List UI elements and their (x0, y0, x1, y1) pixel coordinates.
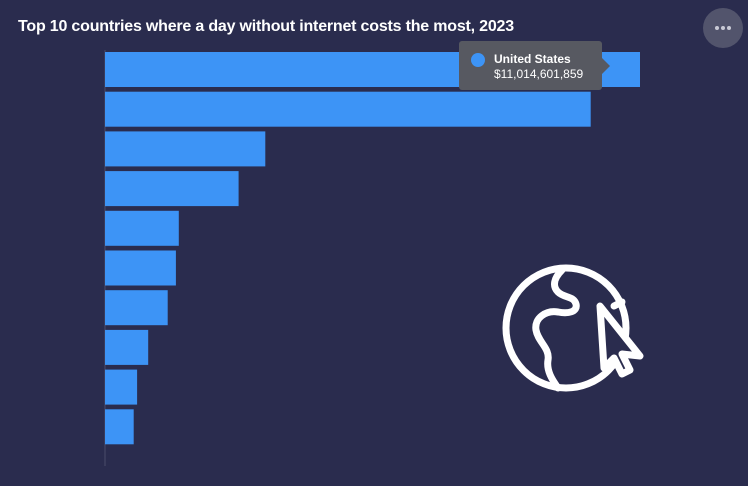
tooltip-series-dot (471, 53, 485, 67)
bar-7[interactable] (105, 290, 168, 326)
chart-title: Top 10 countries where a day without int… (18, 18, 514, 35)
globe-cursor-icon (502, 264, 644, 392)
bar-9[interactable] (105, 369, 138, 405)
more-options-button[interactable] (703, 8, 743, 48)
bar-6[interactable] (105, 250, 176, 286)
bar-3[interactable] (105, 131, 266, 167)
bar-10[interactable] (105, 409, 134, 445)
bar-8[interactable] (105, 329, 149, 365)
tooltip: United States $11,014,601,859 (459, 41, 610, 90)
bar-5[interactable] (105, 210, 179, 246)
bar-2[interactable] (105, 91, 591, 127)
tooltip-country-name: United States (494, 52, 571, 66)
bar-4[interactable] (105, 171, 239, 207)
more-horizontal-icon (715, 26, 731, 30)
tooltip-value: $11,014,601,859 (494, 67, 584, 81)
